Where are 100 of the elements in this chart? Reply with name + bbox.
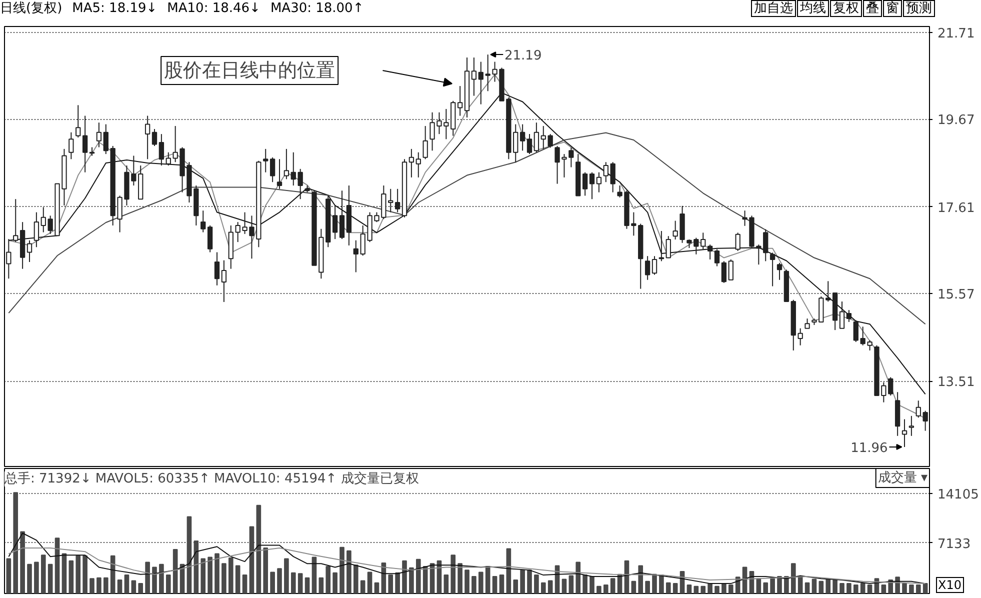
candlestick xyxy=(40,206,46,233)
bar xyxy=(360,580,366,594)
bar xyxy=(166,574,171,594)
bar xyxy=(700,586,706,594)
line-series xyxy=(8,532,926,584)
bar xyxy=(742,566,748,594)
annotation: 股价在日线中的位置 xyxy=(164,60,336,82)
candlestick xyxy=(735,232,740,252)
bar xyxy=(117,580,122,594)
bar xyxy=(242,574,248,594)
bar xyxy=(645,580,650,594)
bar xyxy=(304,577,310,594)
bar xyxy=(596,586,602,594)
bar xyxy=(444,574,449,594)
text: 均线 xyxy=(797,0,829,17)
bar xyxy=(840,583,844,594)
text: MA10: 18.46↓ xyxy=(167,1,260,16)
bar xyxy=(777,576,782,594)
candlestick xyxy=(214,252,220,286)
candlestick xyxy=(34,212,40,248)
bar xyxy=(708,583,712,594)
bar xyxy=(312,556,317,594)
bar xyxy=(152,566,157,594)
bar xyxy=(82,555,88,594)
candlestick xyxy=(526,134,532,155)
bar xyxy=(763,582,768,594)
candlestick xyxy=(839,301,845,329)
bar xyxy=(54,538,60,594)
annotation: 成交量 ▾ xyxy=(878,470,928,486)
candlestick xyxy=(485,54,490,92)
bar xyxy=(367,572,372,594)
bar xyxy=(458,563,462,594)
bar xyxy=(62,553,67,594)
bar xyxy=(499,574,504,594)
y-axis-title: X10 xyxy=(936,577,964,593)
candlestick xyxy=(610,162,616,193)
candlestick xyxy=(652,256,658,276)
candlestick xyxy=(478,61,484,105)
y-tick-label: 15.57 xyxy=(938,287,975,302)
bar xyxy=(332,572,338,594)
bar xyxy=(34,562,39,594)
bar xyxy=(48,564,53,594)
candlestick xyxy=(804,318,810,329)
bar xyxy=(472,576,476,594)
bar xyxy=(548,580,553,594)
candlestick xyxy=(568,147,574,168)
candlestick xyxy=(922,410,928,432)
bar xyxy=(666,582,671,594)
text: 总手: 71392↓ MAVOL5: 60335↑ MAVOL10: 45194↑ 成交量已复权 xyxy=(4,472,419,486)
candlestick xyxy=(82,115,88,173)
candlestick xyxy=(13,198,18,243)
text: 加自选 xyxy=(751,0,796,17)
bar xyxy=(131,580,136,594)
candlestick xyxy=(916,400,921,418)
bar xyxy=(450,554,456,594)
bar xyxy=(159,564,164,594)
candlestick xyxy=(798,328,803,346)
bar xyxy=(527,570,532,594)
bar xyxy=(464,570,470,594)
bar xyxy=(353,564,358,594)
candlestick xyxy=(721,260,727,284)
candlestick xyxy=(298,168,303,200)
bar xyxy=(694,586,699,594)
bar xyxy=(860,583,866,594)
bar xyxy=(402,560,407,594)
text: 窗 xyxy=(883,0,902,17)
bar xyxy=(6,558,12,594)
bar xyxy=(916,584,921,594)
candlestick xyxy=(68,132,74,160)
bar xyxy=(222,563,226,594)
bar xyxy=(326,566,331,594)
bar xyxy=(68,560,74,594)
y-tick-label: 7133 xyxy=(938,536,971,552)
candlestick xyxy=(644,256,650,280)
candlestick xyxy=(707,244,713,260)
bar xyxy=(568,575,574,594)
bar xyxy=(340,546,344,594)
candlestick xyxy=(270,156,276,183)
candlestick xyxy=(582,172,588,196)
bar xyxy=(256,504,262,594)
candlestick xyxy=(408,148,414,178)
candlestick xyxy=(158,134,164,166)
candlestick xyxy=(902,418,908,448)
bar xyxy=(853,584,858,594)
candlestick xyxy=(207,224,213,253)
bar xyxy=(374,582,380,594)
bar xyxy=(867,584,872,594)
line-series xyxy=(8,548,926,584)
line-series xyxy=(8,132,926,325)
candlestick xyxy=(339,190,345,240)
bar xyxy=(902,583,907,594)
bar xyxy=(804,582,810,594)
bar xyxy=(631,580,636,594)
candlestick xyxy=(853,320,858,342)
text: MA5: 18.19↓ xyxy=(72,1,158,16)
bar xyxy=(652,574,657,594)
candlestick xyxy=(6,238,12,280)
candlestick xyxy=(520,124,526,152)
bar xyxy=(172,548,178,594)
bar xyxy=(638,565,644,594)
